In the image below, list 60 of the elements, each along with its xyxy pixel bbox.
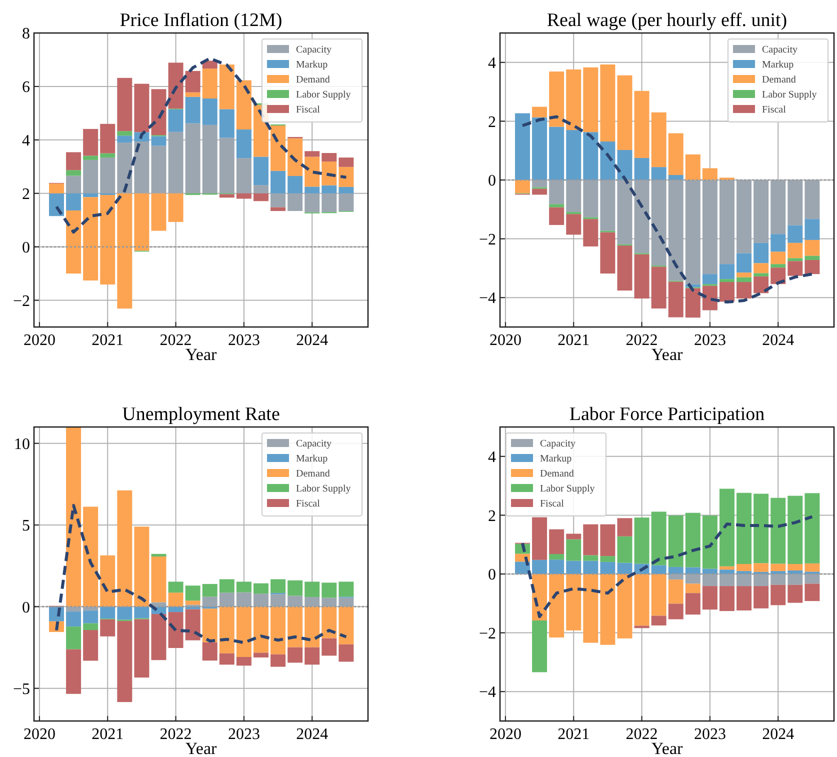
- legend-label: Demand: [540, 468, 574, 480]
- chart-title: Price Inflation (12M): [120, 10, 282, 31]
- y-tick-label: −4: [478, 290, 496, 308]
- legend-label: Fiscal: [296, 498, 320, 510]
- legend-label: Demand: [296, 468, 330, 480]
- x-tick-label: 2020: [489, 332, 522, 349]
- legend-label: Fiscal: [540, 498, 564, 510]
- x-tick-label: 2024: [762, 332, 794, 349]
- chart-title: Labor Force Participation: [569, 404, 766, 425]
- y-tick-label: 2: [22, 186, 30, 203]
- y-tick-label: 0: [488, 566, 496, 584]
- legend-label: Demand: [762, 74, 796, 86]
- legend-label: Labor Supply: [296, 90, 351, 100]
- legend-label: Markup: [296, 454, 328, 464]
- y-tick-label: −5: [12, 680, 30, 698]
- y-tick-label: 2: [488, 114, 496, 131]
- x-tick-label: 2023: [694, 726, 726, 743]
- x-tick-label: 2020: [23, 332, 56, 349]
- legend-label: Capacity: [296, 438, 332, 450]
- y-tick-label: 0: [22, 599, 30, 616]
- x-tick-label: 2020: [23, 726, 56, 743]
- legend-label: Markup: [540, 454, 572, 464]
- y-tick-label: 10: [14, 436, 30, 453]
- x-tick-label: 2021: [92, 332, 124, 349]
- chart-title: Unemployment Rate: [122, 404, 280, 425]
- legend-label: Labor Supply: [296, 484, 351, 494]
- legend-label: Capacity: [296, 44, 332, 56]
- y-tick-label: 4: [488, 55, 496, 72]
- legend-label: Capacity: [540, 438, 576, 450]
- x-tick-label: 2024: [296, 332, 328, 349]
- legend-label: Labor Supply: [762, 90, 817, 100]
- legend-label: Capacity: [762, 44, 798, 56]
- legend-label: Markup: [762, 60, 794, 70]
- y-tick-label: −2: [478, 231, 496, 248]
- legend-label: Labor Supply: [540, 484, 595, 494]
- y-tick-label: 2: [488, 508, 496, 525]
- legend-label: Demand: [296, 74, 330, 86]
- y-tick-label: 8: [22, 26, 30, 43]
- x-tick-label: 2023: [694, 332, 726, 349]
- y-tick-label: 4: [488, 449, 496, 466]
- y-tick-label: 4: [22, 132, 30, 150]
- x-tick-label: 2024: [296, 726, 328, 743]
- x-tick-label: 2023: [228, 332, 260, 349]
- x-tick-label: 2021: [92, 726, 124, 743]
- y-tick-label: 0: [22, 239, 30, 256]
- legend-label: Fiscal: [762, 104, 786, 116]
- y-tick-label: −2: [12, 292, 30, 310]
- y-tick-label: −4: [478, 684, 496, 702]
- x-tick-label: 2024: [762, 726, 794, 743]
- legend-label: Markup: [296, 60, 328, 70]
- x-tick-label: 2021: [558, 726, 590, 743]
- x-tick-label: 2021: [558, 332, 590, 349]
- chart-title: Real wage (per hourly eff. unit): [546, 10, 788, 31]
- x-tick-label: 2023: [228, 726, 260, 743]
- y-tick-label: 0: [488, 172, 496, 190]
- y-tick-label: 6: [22, 79, 30, 96]
- y-tick-label: 5: [22, 518, 30, 535]
- y-tick-label: −2: [478, 625, 496, 642]
- x-tick-label: 2020: [489, 726, 522, 743]
- legend-label: Fiscal: [296, 104, 320, 116]
